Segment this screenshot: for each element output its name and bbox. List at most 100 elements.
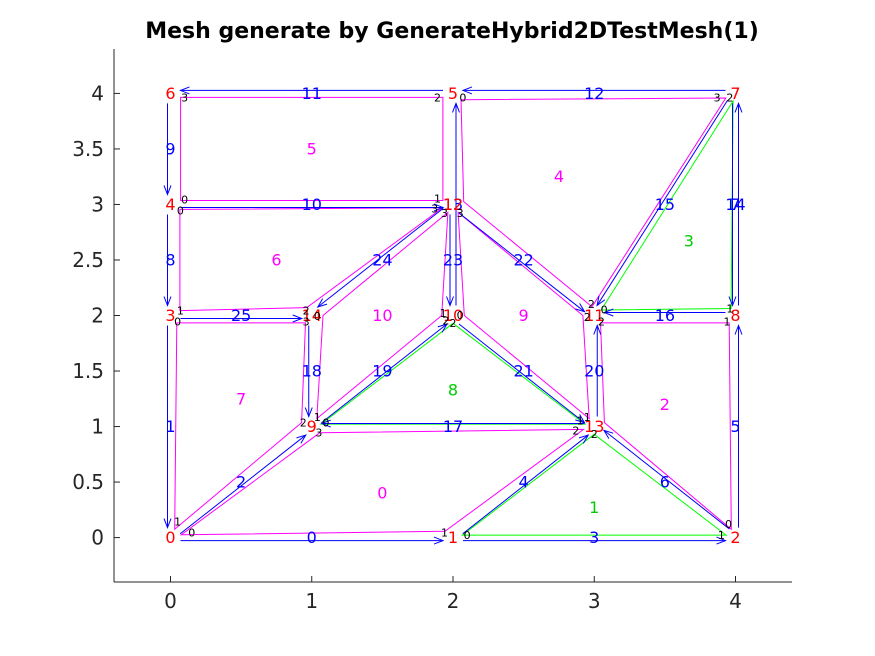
node-number-label: 7 (730, 84, 740, 103)
edge-arrowhead (575, 414, 586, 424)
cell-number-label: 6 (271, 250, 281, 269)
edge-arrowhead (163, 185, 172, 196)
node-number-label: 10 (443, 306, 463, 325)
local-index-label: 0 (459, 91, 466, 104)
edge-number-label: 15 (655, 195, 675, 214)
edge-number-label: 9 (165, 139, 175, 158)
edge-arrowhead (728, 296, 737, 307)
local-index-label: 0 (457, 309, 464, 322)
edge-number-label: 3 (589, 528, 599, 547)
cell-outline (180, 96, 444, 201)
node-number-label: 14 (302, 306, 322, 325)
local-index-label: 1 (718, 529, 725, 542)
cell-outline (316, 211, 449, 420)
edge-arrowhead (575, 303, 586, 313)
node-number-label: 12 (443, 195, 463, 214)
edge-number-label: 6 (660, 473, 670, 492)
node-number-label: 9 (307, 417, 317, 436)
node-number-label: 1 (448, 528, 458, 547)
local-index-label: 1 (177, 305, 184, 318)
edge-line (317, 207, 444, 308)
cell-outline (460, 97, 727, 308)
y-tick-label: 3 (91, 192, 104, 216)
edge-number-label: 13 (443, 195, 463, 214)
edge-number-label: 24 (372, 250, 392, 269)
node-number-label: 13 (584, 417, 604, 436)
local-index-label: 2 (450, 317, 457, 330)
edge-arrowhead (433, 536, 445, 545)
edge-arrowhead (304, 407, 313, 418)
cell-outline (460, 433, 728, 536)
local-index-label: 0 (314, 310, 321, 323)
cell-outline (319, 322, 587, 425)
local-index-label: 2 (726, 91, 733, 104)
local-index-label: 2 (591, 428, 598, 441)
edge-line (321, 323, 448, 424)
local-index-label: 3 (181, 91, 188, 104)
edge-arrowhead (296, 434, 307, 444)
edge-number-label: 1 (165, 417, 175, 436)
edge-arrowhead (163, 296, 172, 307)
edge-number-label: 22 (513, 250, 533, 269)
edge-number-label: 2 (236, 473, 246, 492)
x-tick-label: 2 (447, 589, 460, 613)
edge-arrowhead (433, 203, 445, 212)
edge-line (596, 99, 729, 306)
cell-number-label: 1 (589, 498, 599, 517)
edge-number-label: 10 (302, 195, 322, 214)
edge-arrowhead (316, 298, 328, 308)
cell-number-label: 3 (684, 232, 694, 251)
cell-outline (599, 322, 732, 531)
edge-arrowhead (578, 434, 590, 444)
edge-number-label: 19 (372, 362, 392, 381)
edge-number-label: 0 (307, 528, 317, 547)
local-index-label: 3 (303, 316, 310, 329)
edge-number-label: 16 (655, 306, 675, 325)
local-index-label: 3 (457, 207, 464, 220)
edge-number-label: 5 (730, 417, 740, 436)
edge-line (179, 434, 307, 535)
edge-number-label: 11 (302, 84, 322, 103)
edge-arrowhead (734, 324, 743, 335)
y-tick-label: 3.5 (72, 137, 104, 161)
local-index-label: 0 (322, 417, 329, 430)
node-number-label: 8 (730, 306, 740, 325)
local-index-label: 0 (188, 527, 195, 540)
local-index-label: 1 (440, 307, 447, 320)
x-tick-label: 0 (164, 589, 177, 613)
cell-outline (457, 211, 590, 420)
edge-arrowhead (596, 295, 606, 307)
local-index-label: 3 (441, 207, 448, 220)
x-tick-label: 1 (305, 589, 318, 613)
edge-line (462, 434, 589, 535)
cell-number-label: 10 (372, 306, 392, 325)
y-tick-label: 2 (91, 304, 104, 328)
cell-number-label: 4 (554, 167, 564, 186)
y-tick-label: 0 (91, 526, 104, 550)
y-tick-label: 0.5 (72, 470, 104, 494)
edge-number-label: 20 (584, 362, 604, 381)
edge-number-label: 21 (513, 362, 533, 381)
cell-outline (179, 428, 586, 536)
edge-arrowhead (602, 308, 614, 317)
y-axis-ticks: 0 0.5 1 1.5 2 2.5 3 3.5 4 (72, 81, 120, 550)
edge-number-label: 7 (730, 195, 740, 214)
local-index-label: 0 (174, 316, 181, 329)
edge-arrowhead (716, 536, 727, 545)
edge-arrowhead (292, 314, 304, 323)
local-index-label: 2 (300, 417, 307, 430)
cell-number-label: 0 (377, 484, 387, 503)
local-index-label: 2 (598, 316, 605, 329)
local-index-label: 1 (434, 192, 441, 205)
local-index-label: 2 (588, 298, 595, 311)
y-tick-label: 1.5 (72, 359, 104, 383)
local-index-label: 1 (174, 516, 181, 529)
local-index-label: 0 (601, 303, 608, 316)
local-index-label: 1 (441, 527, 448, 540)
edge-arrowhead (461, 86, 473, 95)
edge-arrowhead (593, 324, 602, 335)
local-index-label: 1 (726, 302, 733, 315)
edge-line (458, 323, 585, 424)
local-index-label: 1 (577, 414, 584, 427)
